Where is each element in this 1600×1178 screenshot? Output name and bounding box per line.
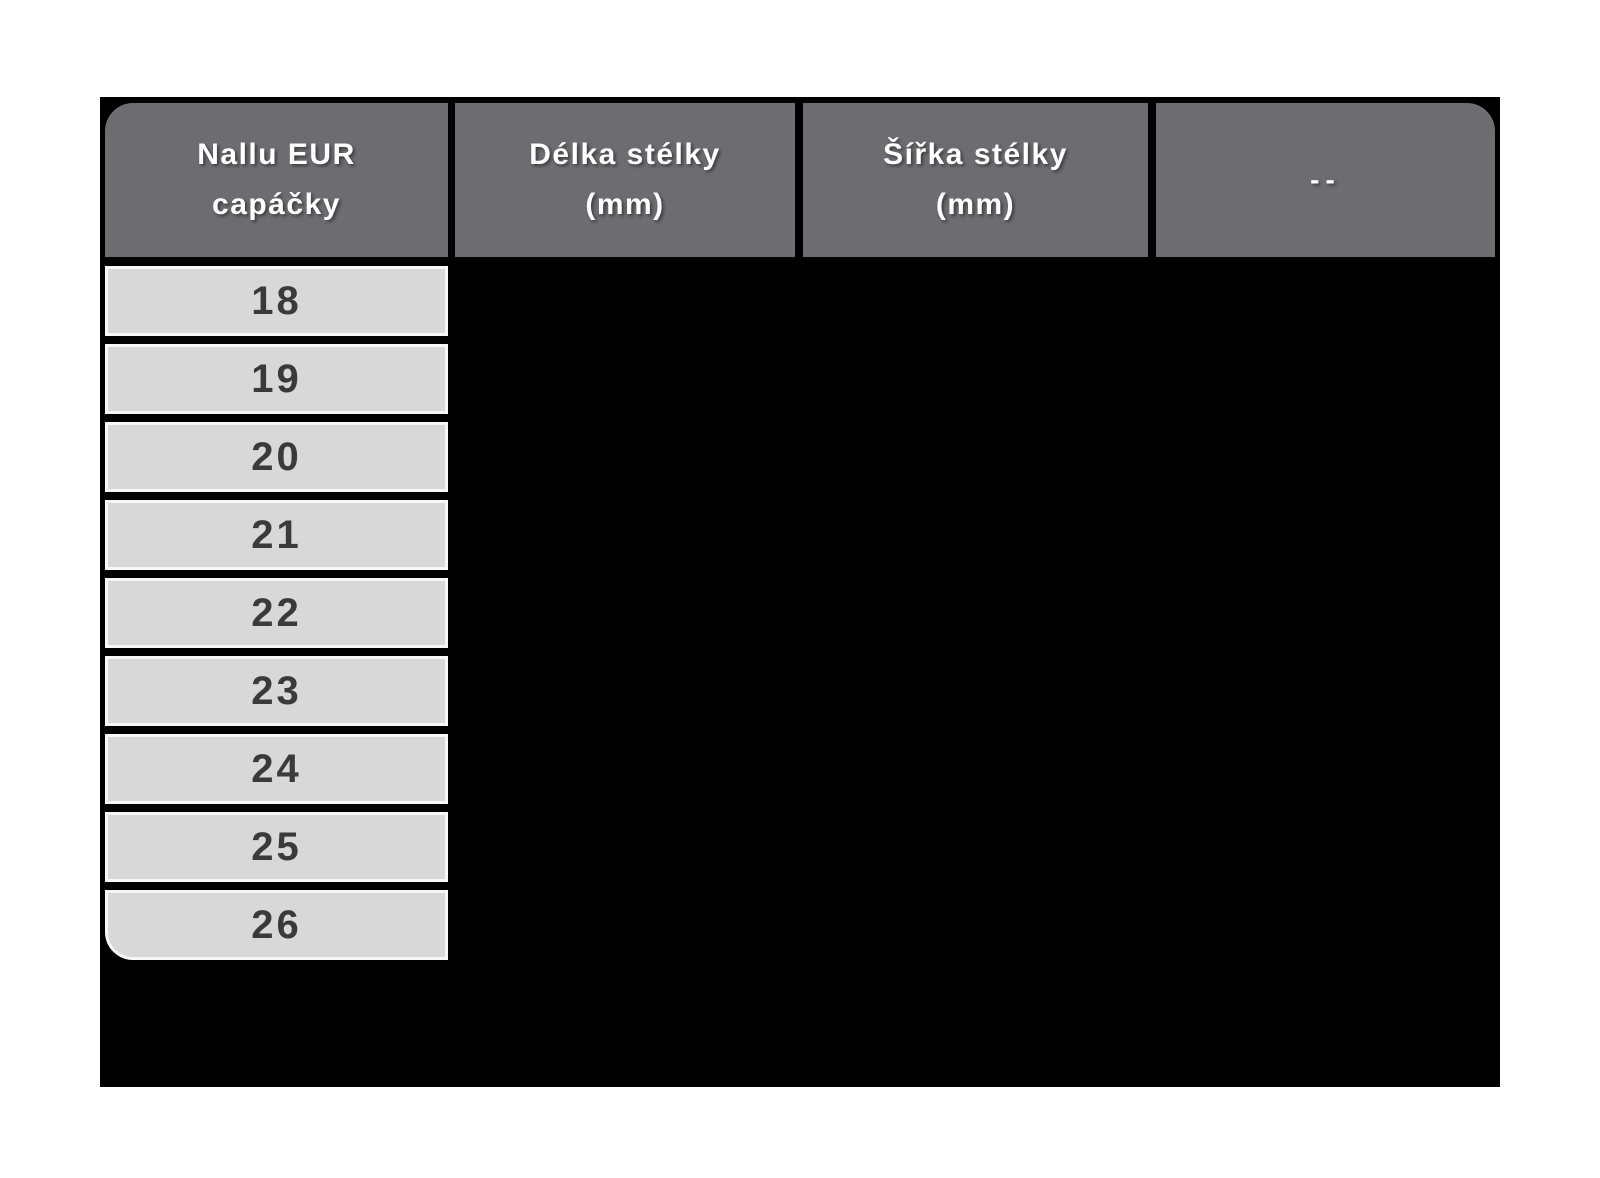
obscured-value-blob <box>1276 828 1372 867</box>
obscured-value-blob <box>1276 516 1372 555</box>
obscured-width-value-blob <box>910 898 1044 953</box>
header-size-line1: Nallu EUR <box>197 138 356 171</box>
table-row: 19 <box>105 344 1495 414</box>
size-value: 20 <box>251 434 302 479</box>
obscured-length-value-blob <box>561 275 689 328</box>
obscured-value-blob <box>1276 282 1372 321</box>
size-value: 22 <box>251 590 302 635</box>
size-cell: 23 <box>105 656 448 726</box>
header-cell-insole-length: Délka stélky (mm) <box>455 103 795 257</box>
size-value: 24 <box>251 746 302 791</box>
obscured-width-value-blob <box>910 508 1044 563</box>
obscured-length-value-blob <box>561 509 689 562</box>
obscured-length-value-blob <box>561 899 689 952</box>
obscured-value-blob <box>1276 360 1372 399</box>
obscured-footnote-text-blob <box>682 1032 1445 1087</box>
size-cell: 21 <box>105 500 448 570</box>
obscured-width-value-blob <box>910 430 1044 485</box>
obscured-length-value-blob <box>561 743 689 796</box>
header-size-line2: capáčky <box>212 188 341 221</box>
table-row: 22 <box>105 578 1495 648</box>
obscured-width-value-blob <box>910 742 1044 797</box>
obscured-width-value-blob <box>910 274 1044 329</box>
size-value: 26 <box>251 902 302 947</box>
table-panel: Nallu EUR capáčky Délka stélky (mm) Šířk… <box>100 97 1500 1087</box>
size-value: 19 <box>251 356 302 401</box>
size-cell: 18 <box>105 266 448 336</box>
header-cell-size: Nallu EUR capáčky <box>105 103 448 257</box>
table-row: 18 <box>105 266 1495 336</box>
obscured-value-blob <box>1276 906 1372 945</box>
obscured-length-value-blob <box>561 431 689 484</box>
header-dashes-label: -- <box>1310 164 1341 195</box>
size-cell: 20 <box>105 422 448 492</box>
size-value: 21 <box>251 512 302 557</box>
obscured-value-blob <box>1276 750 1372 789</box>
obscured-value-blob <box>1276 594 1372 633</box>
obscured-value-blob <box>1276 672 1372 711</box>
obscured-width-value-blob <box>910 352 1044 407</box>
obscured-value-blob <box>1276 438 1372 477</box>
table-body: 18 19 20 21 22 <box>105 266 1495 960</box>
obscured-length-value-blob <box>561 665 689 718</box>
table-row: 21 <box>105 500 1495 570</box>
header-cell-unlabeled: -- <box>1156 103 1495 257</box>
header-width-line1: Šířka stélky <box>883 138 1068 171</box>
size-cell: 25 <box>105 812 448 882</box>
size-cell: 19 <box>105 344 448 414</box>
table-row: 25 <box>105 812 1495 882</box>
size-cell: 22 <box>105 578 448 648</box>
size-cell: 26 <box>105 890 448 960</box>
table-row: 20 <box>105 422 1495 492</box>
size-value: 25 <box>251 824 302 869</box>
header-width-line2: (mm) <box>935 188 1016 221</box>
obscured-length-value-blob <box>561 587 689 640</box>
table-row: 26 <box>105 890 1495 960</box>
table-row: 24 <box>105 734 1495 804</box>
header-length-line2: (mm) <box>585 188 665 221</box>
size-cell: 24 <box>105 734 448 804</box>
obscured-length-value-blob <box>561 821 689 874</box>
header-cell-insole-width: Šířka stélky (mm) <box>803 103 1148 257</box>
obscured-width-value-blob <box>910 664 1044 719</box>
size-value: 23 <box>251 668 302 713</box>
obscured-width-value-blob <box>910 586 1044 641</box>
size-value: 18 <box>251 278 302 323</box>
table-row: 23 <box>105 656 1495 726</box>
header-length-line1: Délka stélky <box>529 138 721 171</box>
obscured-width-value-blob <box>910 820 1044 875</box>
obscured-length-value-blob <box>561 353 689 406</box>
